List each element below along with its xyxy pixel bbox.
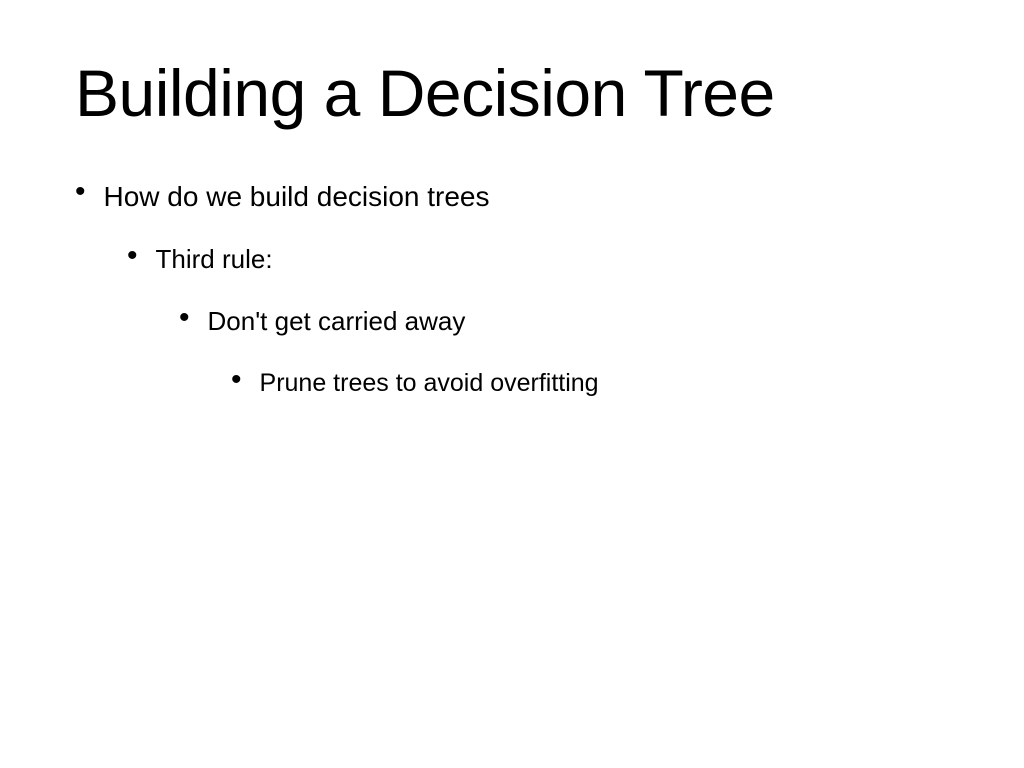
bullet-marker-icon: • — [179, 303, 190, 333]
bullet-marker-icon: • — [75, 177, 86, 207]
slide-title: Building a Decision Tree — [75, 55, 949, 131]
bullet-level-1: • How do we build decision trees — [75, 179, 949, 215]
bullet-text-3: Don't get carried away — [208, 305, 466, 339]
bullet-text-2: Third rule: — [156, 243, 273, 277]
bullet-level-2: • Third rule: — [127, 243, 949, 277]
bullet-level-3: • Don't get carried away — [179, 305, 949, 339]
bullet-list: • How do we build decision trees • Third… — [75, 179, 949, 399]
bullet-marker-icon: • — [127, 241, 138, 271]
bullet-text-4: Prune trees to avoid overfitting — [260, 367, 599, 400]
bullet-level-4: • Prune trees to avoid overfitting — [231, 367, 949, 400]
bullet-marker-icon: • — [231, 365, 242, 395]
bullet-text-1: How do we build decision trees — [104, 179, 490, 215]
slide-container: Building a Decision Tree • How do we bui… — [0, 0, 1024, 768]
